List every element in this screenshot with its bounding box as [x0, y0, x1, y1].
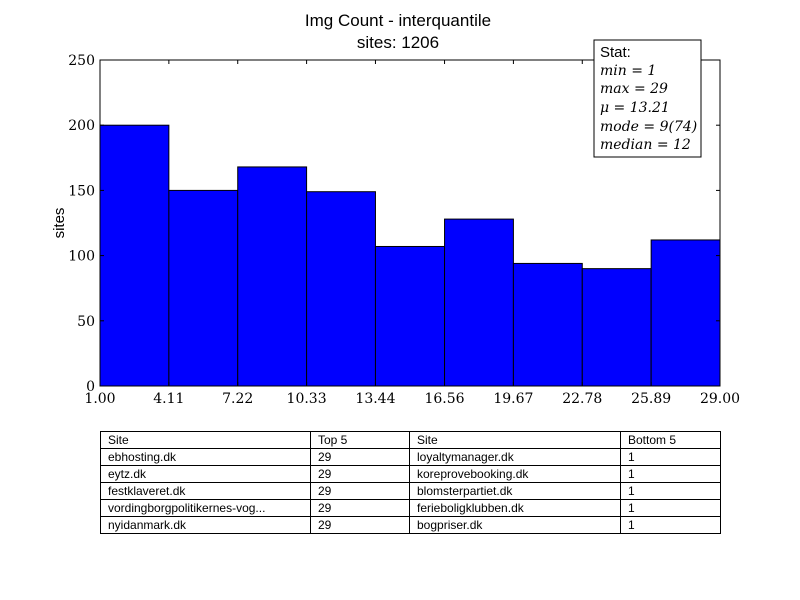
- table-row: nyidanmark.dk 29 bogpriser.dk 1: [100, 516, 721, 534]
- cell-top-site: ebhosting.dk: [100, 448, 311, 466]
- cell-bottom-site: loyaltymanager.dk: [409, 448, 621, 466]
- y-tick-label: 250: [68, 53, 95, 69]
- stat-max: max = 29: [600, 81, 668, 97]
- stat-box: Stat: min = 1 max = 29 μ = 13.21 mode = …: [593, 39, 702, 158]
- cell-top-site: festklaveret.dk: [100, 482, 311, 500]
- cell-bottom-site: koreprovebooking.dk: [409, 465, 621, 483]
- cell-top-count: 29: [310, 448, 410, 466]
- y-axis-label: sites: [51, 208, 68, 239]
- cell-bottom-count: 1: [620, 516, 721, 534]
- cell-top-site: nyidanmark.dk: [100, 516, 311, 534]
- cell-top-count: 29: [310, 482, 410, 500]
- x-tick-label: 13.44: [355, 391, 395, 407]
- cell-bottom-site: ferieboligklubben.dk: [409, 499, 621, 517]
- chart-subtitle: sites: 1206: [357, 33, 439, 52]
- table-header-row: Site Top 5 Site Bottom 5: [100, 431, 721, 449]
- histogram-bar: [444, 218, 514, 387]
- cell-bottom-site: bogpriser.dk: [409, 516, 621, 534]
- histogram-bar: [168, 189, 239, 387]
- header-site-top: Site: [100, 431, 311, 449]
- histogram-bar: [306, 191, 376, 387]
- stat-mean: μ = 13.21: [600, 100, 670, 116]
- cell-top-site: vordingborgpolitikernes-vog...: [100, 499, 311, 517]
- table-row: eytz.dk 29 koreprovebooking.dk 1: [100, 465, 721, 483]
- stat-title: Stat:: [600, 44, 631, 61]
- cell-bottom-site: blomsterpartiet.dk: [409, 482, 621, 500]
- histogram-bar: [650, 239, 721, 387]
- x-tick-label: 4.11: [153, 391, 184, 407]
- cell-top-count: 29: [310, 516, 410, 534]
- histogram-chart: Img Count - interquantile sites: 1206 si…: [51, 11, 740, 407]
- histogram-bar: [374, 245, 446, 387]
- cell-top-count: 29: [310, 499, 410, 517]
- axis-ticks: 1.00 4.11 7.22 10.33 13.44 16.56 19.67 22.78 25.…: [68, 53, 740, 407]
- header-site-bottom: Site: [409, 431, 621, 449]
- y-tick-label: 0: [86, 379, 95, 395]
- table-row: festklaveret.dk 29 blomsterpartiet.dk 1: [100, 482, 721, 500]
- x-tick-label: 22.78: [562, 391, 602, 407]
- y-tick-label: 50: [77, 314, 95, 330]
- chart-title: Img Count - interquantile: [305, 11, 491, 30]
- x-tick-label: 25.89: [631, 391, 671, 407]
- x-tick-label: 16.56: [424, 391, 464, 407]
- y-tick-label: 100: [68, 249, 95, 265]
- site-table: Site Top 5 Site Bottom 5 ebhosting.dk 29…: [100, 431, 721, 534]
- x-tick-label: 19.67: [493, 391, 533, 407]
- cell-bottom-count: 1: [620, 448, 721, 466]
- histogram-bar: [512, 262, 583, 387]
- stat-mode: mode = 9(74): [600, 119, 697, 135]
- x-tick-label: 10.33: [287, 391, 327, 407]
- x-tick-label: 7.22: [222, 391, 253, 407]
- cell-bottom-count: 1: [620, 499, 721, 517]
- histogram-bar: [581, 268, 652, 387]
- y-tick-label: 150: [68, 183, 95, 199]
- cell-bottom-count: 1: [620, 482, 721, 500]
- cell-bottom-count: 1: [620, 465, 721, 483]
- bars: [99, 124, 721, 387]
- x-tick-label: 29.00: [700, 391, 740, 407]
- x-tick-label: 1.00: [84, 391, 115, 407]
- table-row: vordingborgpolitikernes-vog... 29 ferieb…: [100, 499, 721, 517]
- cell-top-count: 29: [310, 465, 410, 483]
- table-row: ebhosting.dk 29 loyaltymanager.dk 1: [100, 448, 721, 466]
- stat-min: min = 1: [600, 63, 656, 79]
- stat-box-frame: [593, 39, 702, 158]
- stat-median: median = 12: [600, 137, 691, 153]
- histogram-bar: [237, 166, 308, 387]
- cell-top-site: eytz.dk: [100, 465, 311, 483]
- header-bottom5: Bottom 5: [620, 431, 721, 449]
- header-top5: Top 5: [310, 431, 410, 449]
- y-tick-label: 200: [68, 118, 95, 134]
- plot-frame: [99, 59, 721, 387]
- histogram-bar: [99, 124, 170, 387]
